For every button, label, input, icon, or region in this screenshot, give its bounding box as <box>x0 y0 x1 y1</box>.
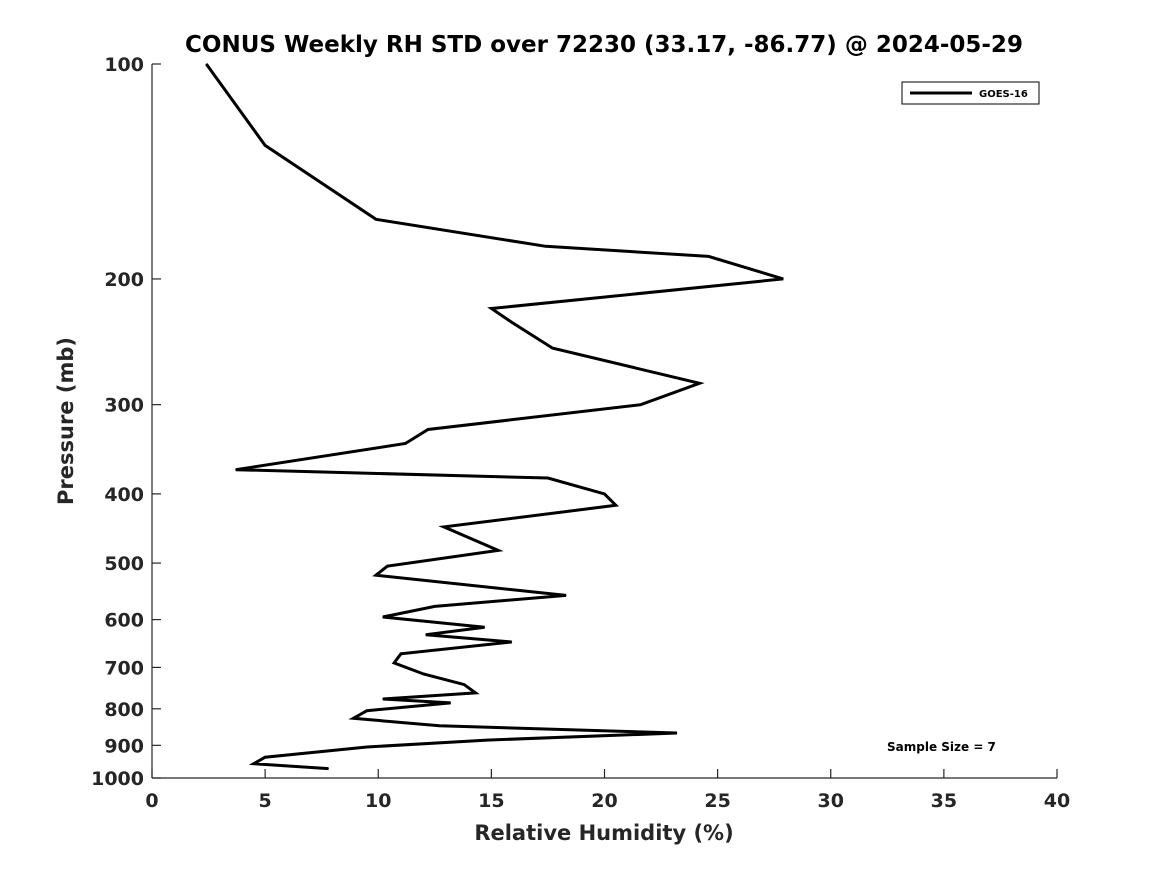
y-tick-label: 600 <box>104 610 144 632</box>
x-tick-label: 20 <box>591 790 617 812</box>
x-tick-label: 30 <box>818 790 844 812</box>
x-axis-label: Relative Humidity (%) <box>474 821 733 845</box>
y-tick-label: 200 <box>104 269 144 291</box>
data-point <box>486 739 488 741</box>
plot-layer <box>205 63 784 771</box>
data-point <box>640 404 642 406</box>
plot-area <box>152 64 1057 778</box>
data-point <box>490 308 492 309</box>
data-point <box>366 746 368 748</box>
data-point <box>545 245 547 247</box>
y-tick-label: 300 <box>104 395 144 417</box>
x-tick-label: 40 <box>1044 790 1070 812</box>
data-point <box>676 732 678 734</box>
data-point <box>615 504 617 506</box>
data-point <box>438 725 440 727</box>
data-point <box>404 443 406 444</box>
x-tick-label: 35 <box>931 790 957 812</box>
x-axis-ticks: 0 5 10 15 20 25 30 35 40 <box>145 769 1070 812</box>
data-point <box>708 255 710 257</box>
y-tick-label: 1000 <box>91 768 144 790</box>
data-point <box>264 756 266 758</box>
data-point <box>547 477 549 479</box>
data-point <box>253 763 255 765</box>
data-point <box>427 429 429 430</box>
chart-title: CONUS Weekly RH STD over 72230 (33.17, -… <box>185 32 1023 58</box>
y-tick-label: 500 <box>104 553 144 575</box>
data-point <box>604 493 605 495</box>
data-point <box>425 634 427 636</box>
x-tick-label: 15 <box>478 790 504 812</box>
data-point <box>511 321 513 323</box>
y-tick-label: 900 <box>104 735 144 757</box>
data-point <box>400 653 402 655</box>
x-tick-label: 10 <box>365 790 391 812</box>
data-point <box>552 347 553 349</box>
data-point <box>699 382 700 384</box>
y-tick-label: 400 <box>104 484 144 506</box>
data-point <box>205 63 207 65</box>
data-point <box>393 662 395 664</box>
data-point <box>264 144 266 146</box>
y-axis-ticks: 100 200 300 400 500 600 700 800 900 1000 <box>91 54 161 790</box>
x-tick-label: 0 <box>145 790 158 812</box>
data-point <box>328 768 329 770</box>
data-point <box>463 684 465 686</box>
data-point <box>375 574 377 576</box>
data-point <box>782 278 784 280</box>
data-point <box>352 717 354 719</box>
data-point <box>386 565 388 567</box>
x-tick-label: 25 <box>704 790 730 812</box>
data-point <box>497 549 499 551</box>
data-point <box>565 594 567 596</box>
data-point <box>382 616 384 618</box>
data-point <box>235 469 237 471</box>
x-tick-label: 5 <box>259 790 272 812</box>
data-point <box>443 526 445 528</box>
y-tick-label: 800 <box>104 699 144 721</box>
data-point <box>375 218 377 220</box>
data-point <box>484 626 486 628</box>
y-axis-label: Pressure (mb) <box>54 337 78 505</box>
data-point <box>511 641 513 643</box>
data-point <box>382 698 384 700</box>
data-point <box>475 692 476 694</box>
data-point <box>366 710 368 712</box>
data-point <box>450 702 452 704</box>
data-point <box>423 673 424 675</box>
legend: GOES-16 <box>901 81 1040 105</box>
legend-label: GOES-16 <box>979 89 1028 100</box>
data-point <box>434 605 436 607</box>
sample-size-annotation: Sample Size = 7 <box>887 740 996 754</box>
y-tick-label: 100 <box>104 54 144 76</box>
y-tick-label: 700 <box>104 657 144 679</box>
